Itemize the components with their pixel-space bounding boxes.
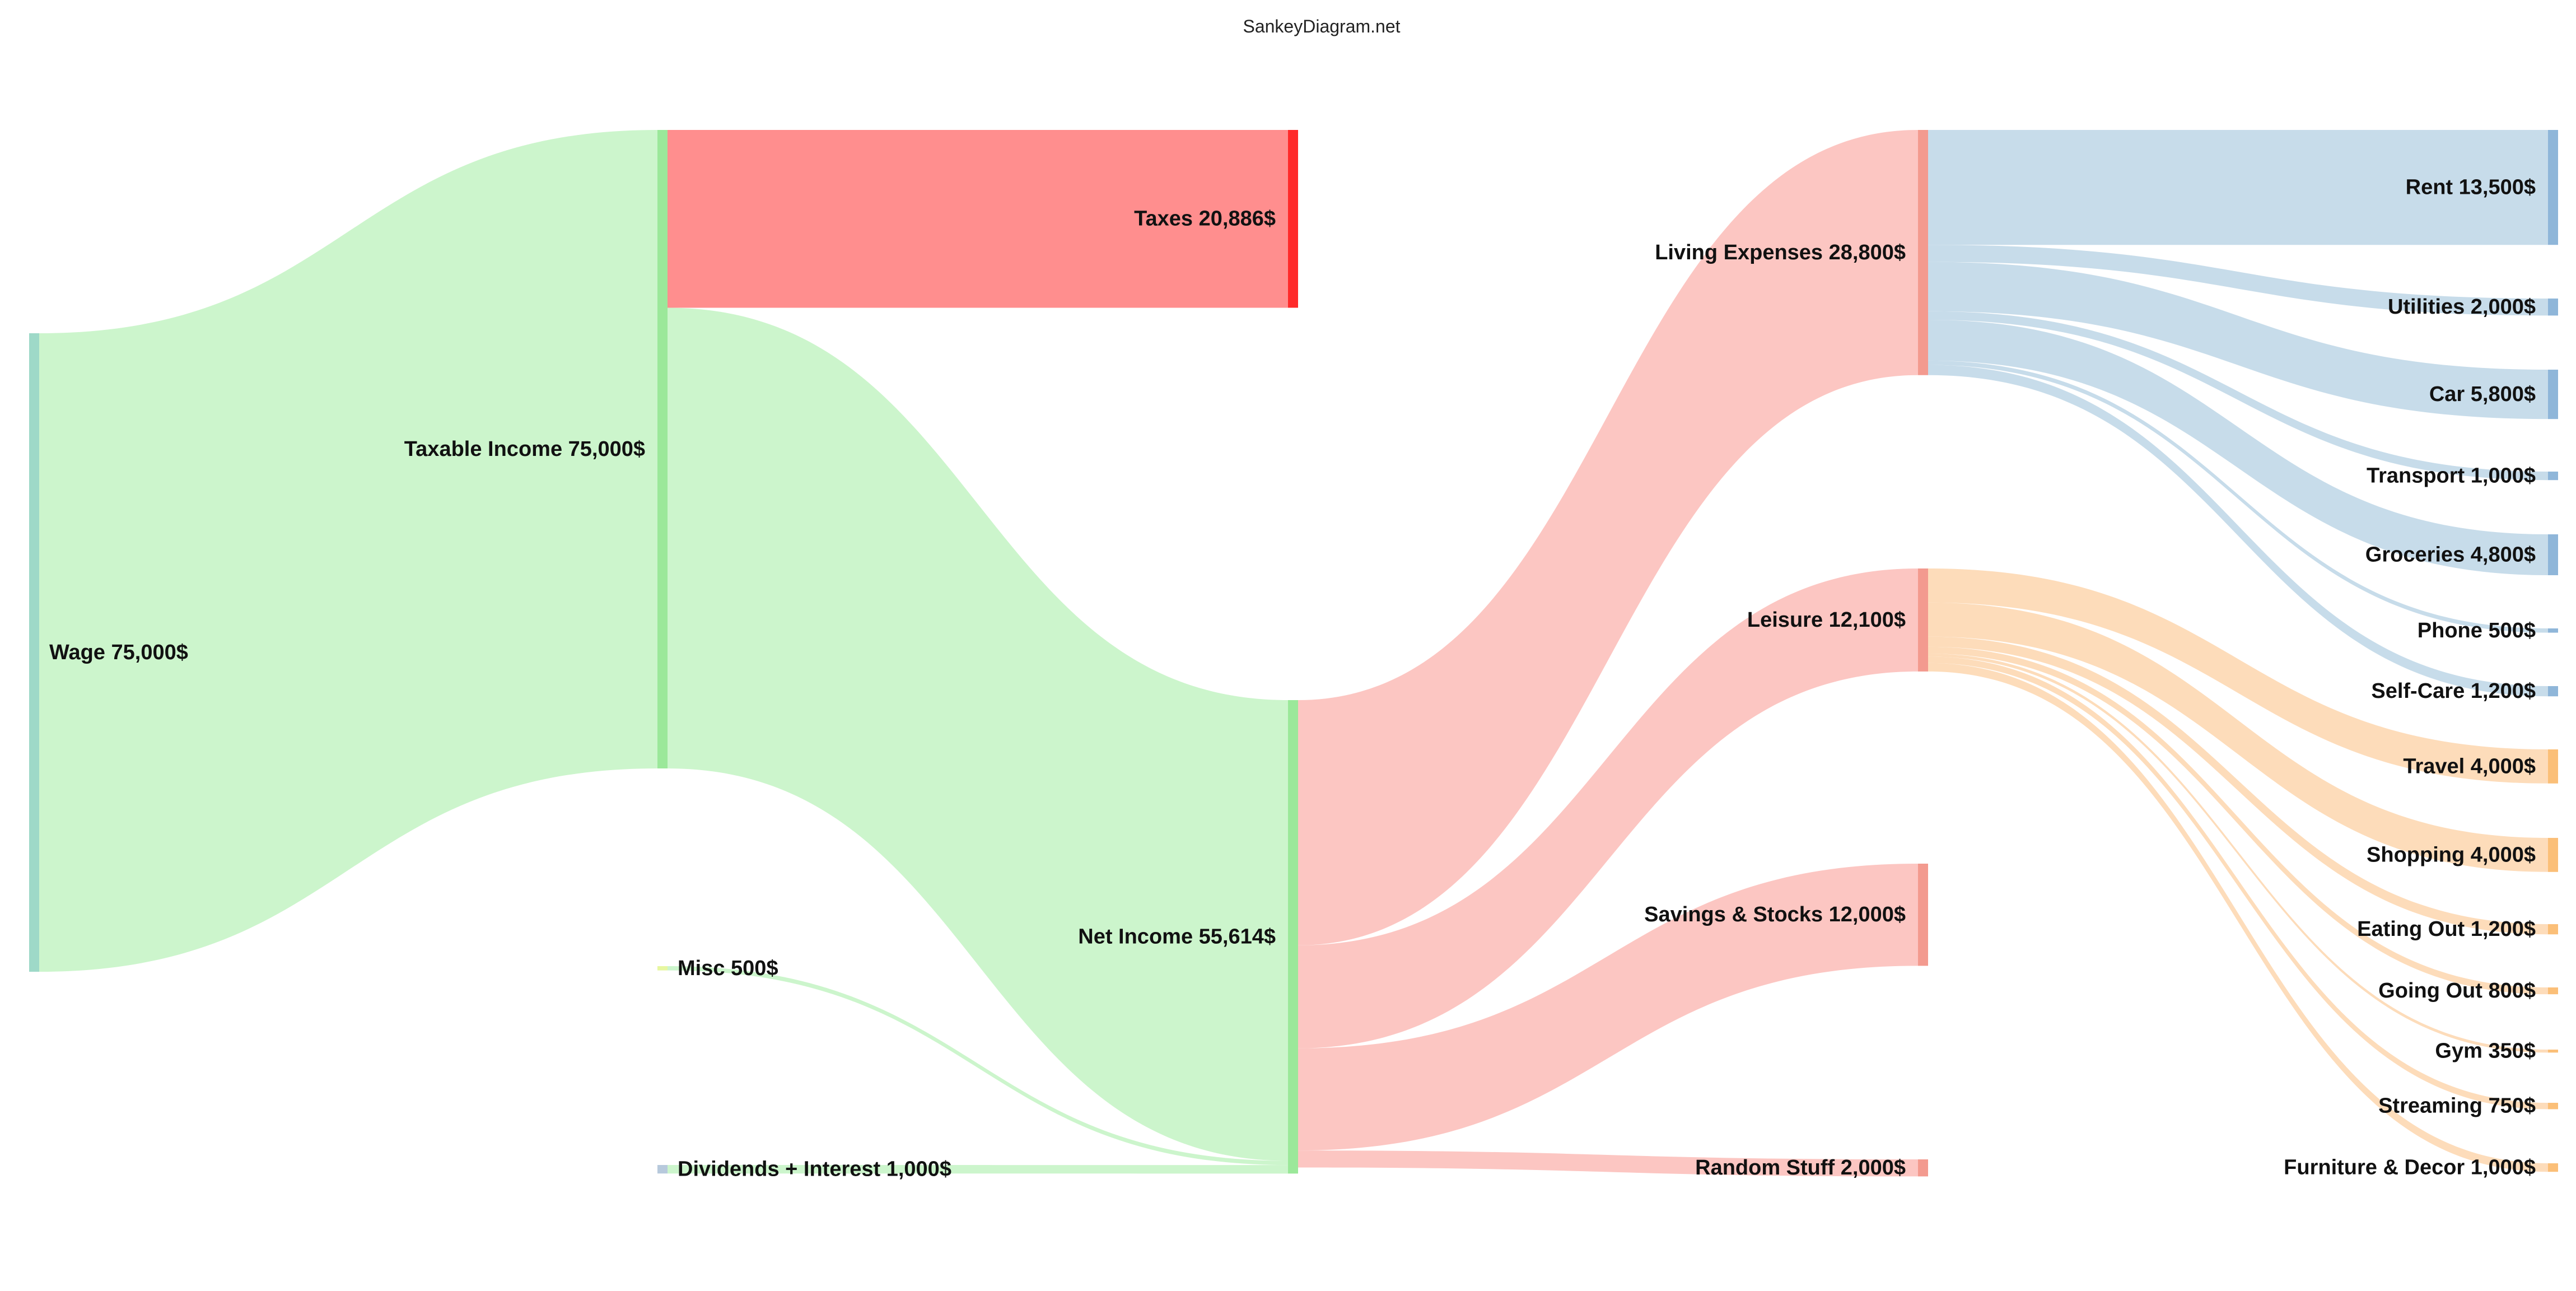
watermark-text: SankeyDiagram.net (1243, 16, 1400, 36)
node-taxes[interactable] (1288, 130, 1298, 308)
node-furniture[interactable] (2548, 1163, 2558, 1172)
node-label-dividends: Dividends + Interest 1,000$ (678, 1158, 951, 1181)
node-rent[interactable] (2548, 130, 2558, 245)
node-label-random: Random Stuff 2,000$ (1695, 1156, 1906, 1180)
node-misc[interactable] (657, 966, 668, 971)
link-wage-to-taxable[interactable] (39, 130, 657, 972)
node-dividends[interactable] (657, 1165, 668, 1174)
node-living[interactable] (1918, 130, 1928, 375)
link-dividends-to-net[interactable] (668, 1165, 1288, 1174)
link-net-to-leisure[interactable] (1298, 568, 1918, 1048)
node-leisure[interactable] (1918, 568, 1928, 672)
link-living-to-phone[interactable] (1928, 360, 2548, 633)
node-phone[interactable] (2548, 628, 2558, 633)
node-taxable[interactable] (657, 130, 668, 768)
link-leisure-to-streaming[interactable] (1928, 656, 2548, 1110)
node-car[interactable] (2548, 370, 2558, 420)
link-leisure-to-travel[interactable] (1928, 568, 2548, 784)
link-living-to-transport[interactable] (1928, 311, 2548, 481)
node-label-phone: Phone 500$ (2418, 619, 2536, 642)
node-label-wage: Wage 75,000$ (49, 641, 188, 664)
node-streaming[interactable] (2548, 1103, 2558, 1110)
node-label-taxes: Taxes 20,886$ (1134, 207, 1276, 231)
link-net-to-savings[interactable] (1298, 864, 1918, 1151)
node-gym[interactable] (2548, 1050, 2558, 1053)
link-living-to-selfcare[interactable] (1928, 365, 2548, 697)
node-label-misc: Misc 500$ (678, 957, 778, 980)
link-leisure-to-gym[interactable] (1928, 654, 2548, 1053)
node-label-transport: Transport 1,000$ (2367, 464, 2536, 488)
link-net-to-living[interactable] (1298, 130, 1918, 945)
link-net-to-random[interactable] (1298, 1150, 1918, 1177)
links-layer (39, 130, 2548, 1177)
node-label-rent: Rent 13,500$ (2406, 176, 2536, 199)
link-leisure-to-eatingout[interactable] (1928, 636, 2548, 935)
node-groceries[interactable] (2548, 534, 2558, 575)
node-label-travel: Travel 4,000$ (2403, 754, 2536, 778)
node-label-living: Living Expenses 28,800$ (1655, 241, 1906, 264)
node-label-savings: Savings & Stocks 12,000$ (1644, 903, 1906, 926)
node-net[interactable] (1288, 700, 1298, 1174)
link-living-to-rent[interactable] (1928, 130, 2548, 245)
labels-layer: Wage 75,000$ Taxable Income 75,000$ Misc 5… (49, 176, 2536, 1181)
node-label-taxable: Taxable Income 75,000$ (404, 437, 645, 461)
node-label-eatingout: Eating Out 1,200$ (2357, 917, 2536, 941)
node-label-car: Car 5,800$ (2429, 383, 2536, 406)
node-selfcare[interactable] (2548, 686, 2558, 697)
node-label-selfcare: Self-Care 1,200$ (2371, 679, 2536, 703)
link-leisure-to-goingout[interactable] (1928, 646, 2548, 995)
node-savings[interactable] (1918, 864, 1928, 966)
link-leisure-to-shopping[interactable] (1928, 602, 2548, 872)
node-label-goingout: Going Out 800$ (2378, 979, 2536, 1003)
link-taxable-to-taxes[interactable] (668, 130, 1288, 308)
node-wage[interactable] (29, 333, 39, 972)
node-utilities[interactable] (2548, 299, 2558, 316)
node-travel[interactable] (2548, 749, 2558, 784)
node-shopping[interactable] (2548, 838, 2558, 872)
link-living-to-groceries[interactable] (1928, 319, 2548, 575)
node-transport[interactable] (2548, 472, 2558, 481)
link-living-to-car[interactable] (1928, 262, 2548, 420)
node-label-utilities: Utilities 2,000$ (2388, 295, 2536, 319)
link-misc-to-net[interactable] (668, 966, 1288, 1166)
node-label-gym: Gym 350$ (2435, 1040, 2536, 1063)
link-taxable-to-net[interactable] (668, 307, 1288, 1161)
node-eatingout[interactable] (2548, 924, 2558, 935)
node-goingout[interactable] (2548, 987, 2558, 995)
node-label-net: Net Income 55,614$ (1078, 925, 1276, 949)
link-leisure-to-furniture[interactable] (1928, 663, 2548, 1172)
nodes-layer (29, 130, 2558, 1177)
node-random[interactable] (1918, 1159, 1928, 1177)
node-label-leisure: Leisure 12,100$ (1747, 608, 1906, 632)
node-label-shopping: Shopping 4,000$ (2367, 843, 2536, 866)
node-label-furniture: Furniture & Decor 1,000$ (2284, 1156, 2536, 1180)
link-living-to-utilities[interactable] (1928, 245, 2548, 316)
node-label-streaming: Streaming 750$ (2378, 1094, 2536, 1118)
node-label-groceries: Groceries 4,800$ (2365, 543, 2536, 566)
